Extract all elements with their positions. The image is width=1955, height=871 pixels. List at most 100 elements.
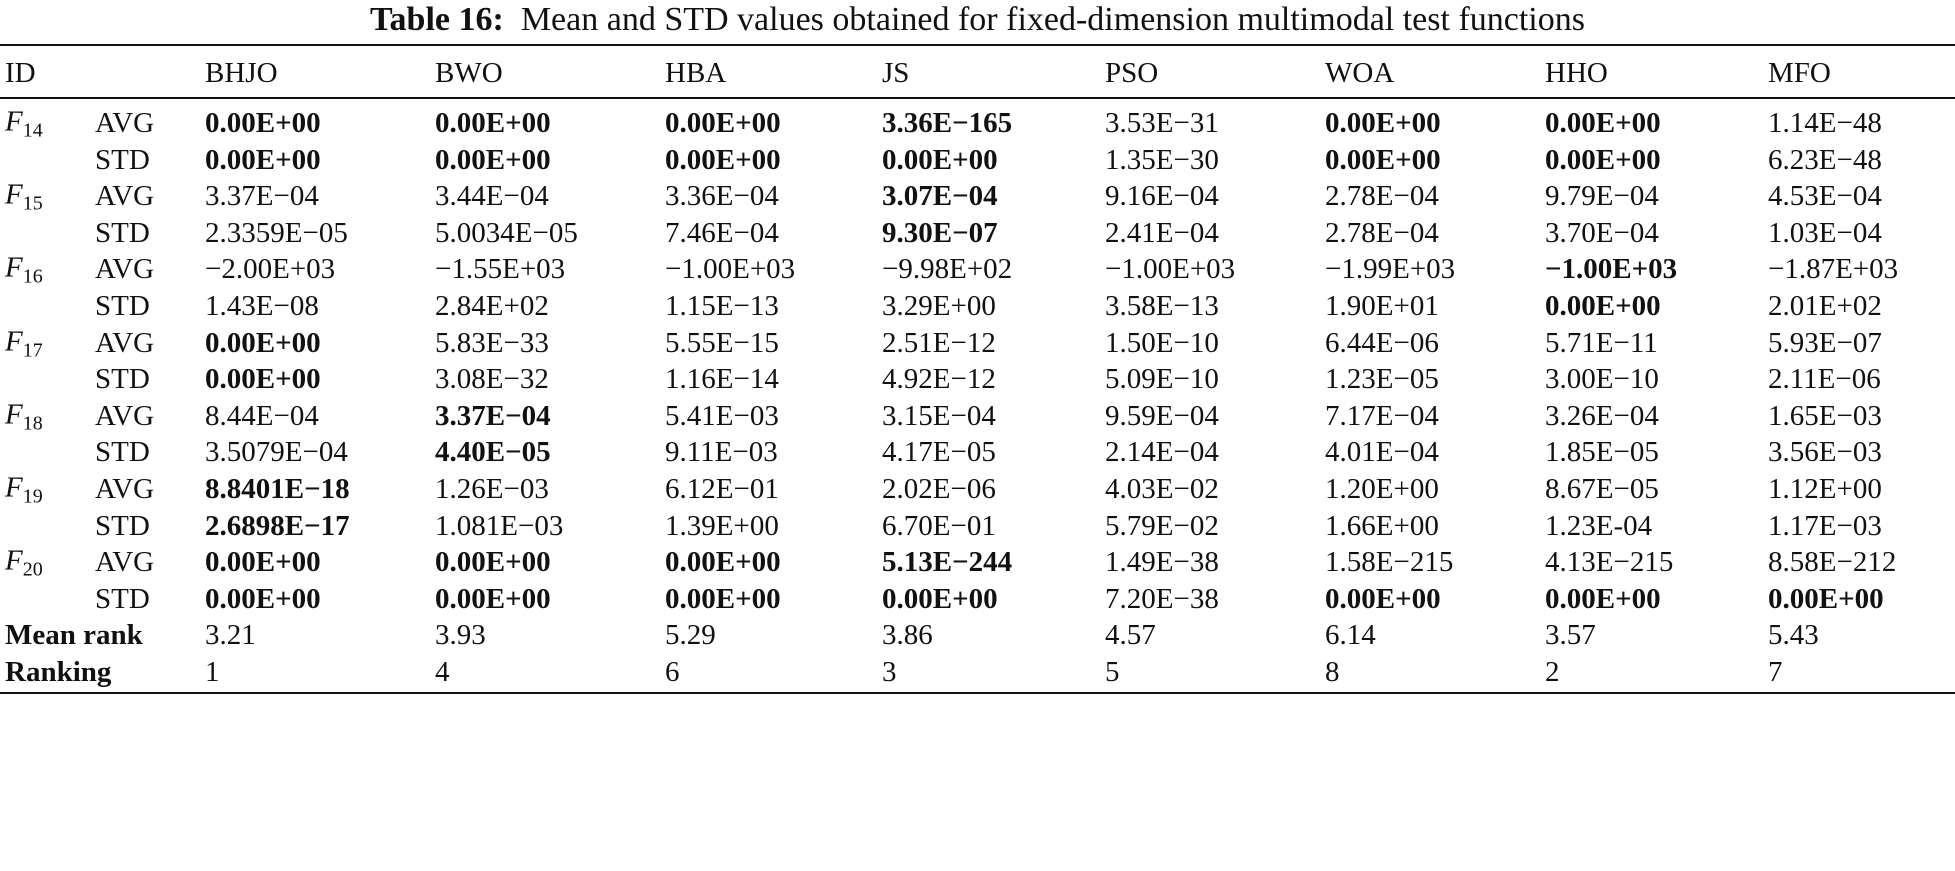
function-id: F15 [5,178,43,221]
cell: 5.09E−10 [1105,363,1219,396]
cell: 5.71E−11 [1545,326,1658,359]
stat-label: AVG [95,326,155,359]
cell: 3.37E−04 [435,399,551,432]
id-base: F [5,471,23,504]
cell: 1.16E−14 [665,363,779,396]
cell: 4.01E−04 [1325,436,1439,469]
cell: 6.12E−01 [665,473,779,505]
id-subscript: 15 [22,192,43,215]
id-subscript: 20 [22,558,43,581]
cell: 3.36E−04 [665,180,779,213]
stat-label: STD [95,216,150,249]
function-id: F16 [5,251,43,294]
cell: 0.00E+00 [205,546,321,579]
cell: 8.58E−212 [1768,546,1897,579]
table-label: Table 16: [369,1,504,38]
cell: 0.00E+00 [205,582,321,615]
cell: 2.02E−06 [882,473,996,505]
cell: 3.36E−165 [882,107,1013,139]
cell: 3.29E+00 [882,290,996,322]
cell: 3.93 [435,619,486,652]
stat-label: STD [95,509,150,542]
cell: 2.3359E−05 [205,216,348,249]
cell: 6.70E−01 [882,509,996,542]
id-base: F [5,178,23,211]
cell: 3.26E−04 [1545,399,1659,432]
cell: 3.70E−04 [1545,216,1659,249]
cell: 1.14E−48 [1768,107,1882,139]
column-header: BHJO [205,57,278,89]
function-id: F14 [5,105,43,148]
cell: 1.20E+00 [1325,473,1439,505]
cell: 7.17E−04 [1325,399,1439,432]
cell: 0.00E+00 [1325,107,1441,139]
cell: 9.30E−07 [882,216,998,249]
cell: 4.57 [1105,619,1156,652]
id-subscript: 16 [22,265,43,288]
id-base: F [5,251,23,284]
cell: 5.79E−02 [1105,509,1219,542]
cell: 1.15E−13 [665,290,779,322]
cell: 0.00E+00 [882,143,998,176]
cell: 2.51E−12 [882,326,996,359]
cell: 0.00E+00 [1325,582,1441,615]
cell: −1.00E+03 [665,253,796,286]
cell: 6.23E−48 [1768,143,1882,176]
stat-label: STD [95,363,150,396]
cell: 3 [882,656,897,688]
cell: 8.44E−04 [205,399,319,432]
cell: 3.08E−32 [435,363,549,396]
cell: −1.00E+03 [1105,253,1236,286]
cell: 0.00E+00 [205,143,321,176]
cell: 5.0034E−05 [435,216,578,249]
id-base: F [5,398,23,431]
function-id: F17 [5,324,43,367]
stat-label: AVG [95,399,155,432]
cell: 3.57 [1545,619,1596,652]
column-header: HHO [1545,57,1608,89]
cell: 2.84E+02 [435,290,549,322]
column-header: HBA [665,57,727,89]
cell: 5 [1105,656,1120,688]
cell: 3.07E−04 [882,180,998,213]
stat-label: AVG [95,546,155,579]
cell: −1.00E+03 [1545,253,1678,286]
cell: 4.92E−12 [882,363,996,396]
cell: 0.00E+00 [1768,582,1884,615]
stat-label: STD [95,436,150,469]
cell: 2.78E−04 [1325,180,1439,213]
cell: 1.85E−05 [1545,436,1659,469]
cell: 6 [665,656,680,688]
function-id: F19 [5,471,43,514]
cell: 1.17E−03 [1768,509,1882,542]
function-id: F20 [5,544,43,587]
cell: 3.37E−04 [205,180,319,213]
cell: 8 [1325,656,1340,688]
id-base: F [5,325,23,358]
cell: 7.20E−38 [1105,582,1219,615]
top-rule [0,44,1955,46]
header-rule [0,97,1955,99]
cell: 1.26E−03 [435,473,549,505]
id-subscript: 19 [22,485,43,508]
cell: 3.15E−04 [882,399,996,432]
id-subscript: 14 [22,119,43,142]
bottom-rule [0,692,1955,694]
cell: 4 [435,656,450,688]
cell: 7.46E−04 [665,216,779,249]
cell: 3.53E−31 [1105,107,1219,139]
cell: 5.55E−15 [665,326,779,359]
cell: 0.00E+00 [435,546,551,579]
cell: 5.41E−03 [665,399,779,432]
id-base: F [5,544,23,577]
stat-label: STD [95,143,150,176]
cell: 0.00E+00 [205,363,321,396]
cell: 2.11E−06 [1768,363,1881,396]
cell: 1 [205,656,220,688]
cell: 1.081E−03 [435,509,564,542]
cell: 1.12E+00 [1768,473,1882,505]
stat-label: AVG [95,180,155,213]
cell: 9.16E−04 [1105,180,1219,213]
summary-label: Mean rank [5,619,143,652]
cell: 5.83E−33 [435,326,549,359]
